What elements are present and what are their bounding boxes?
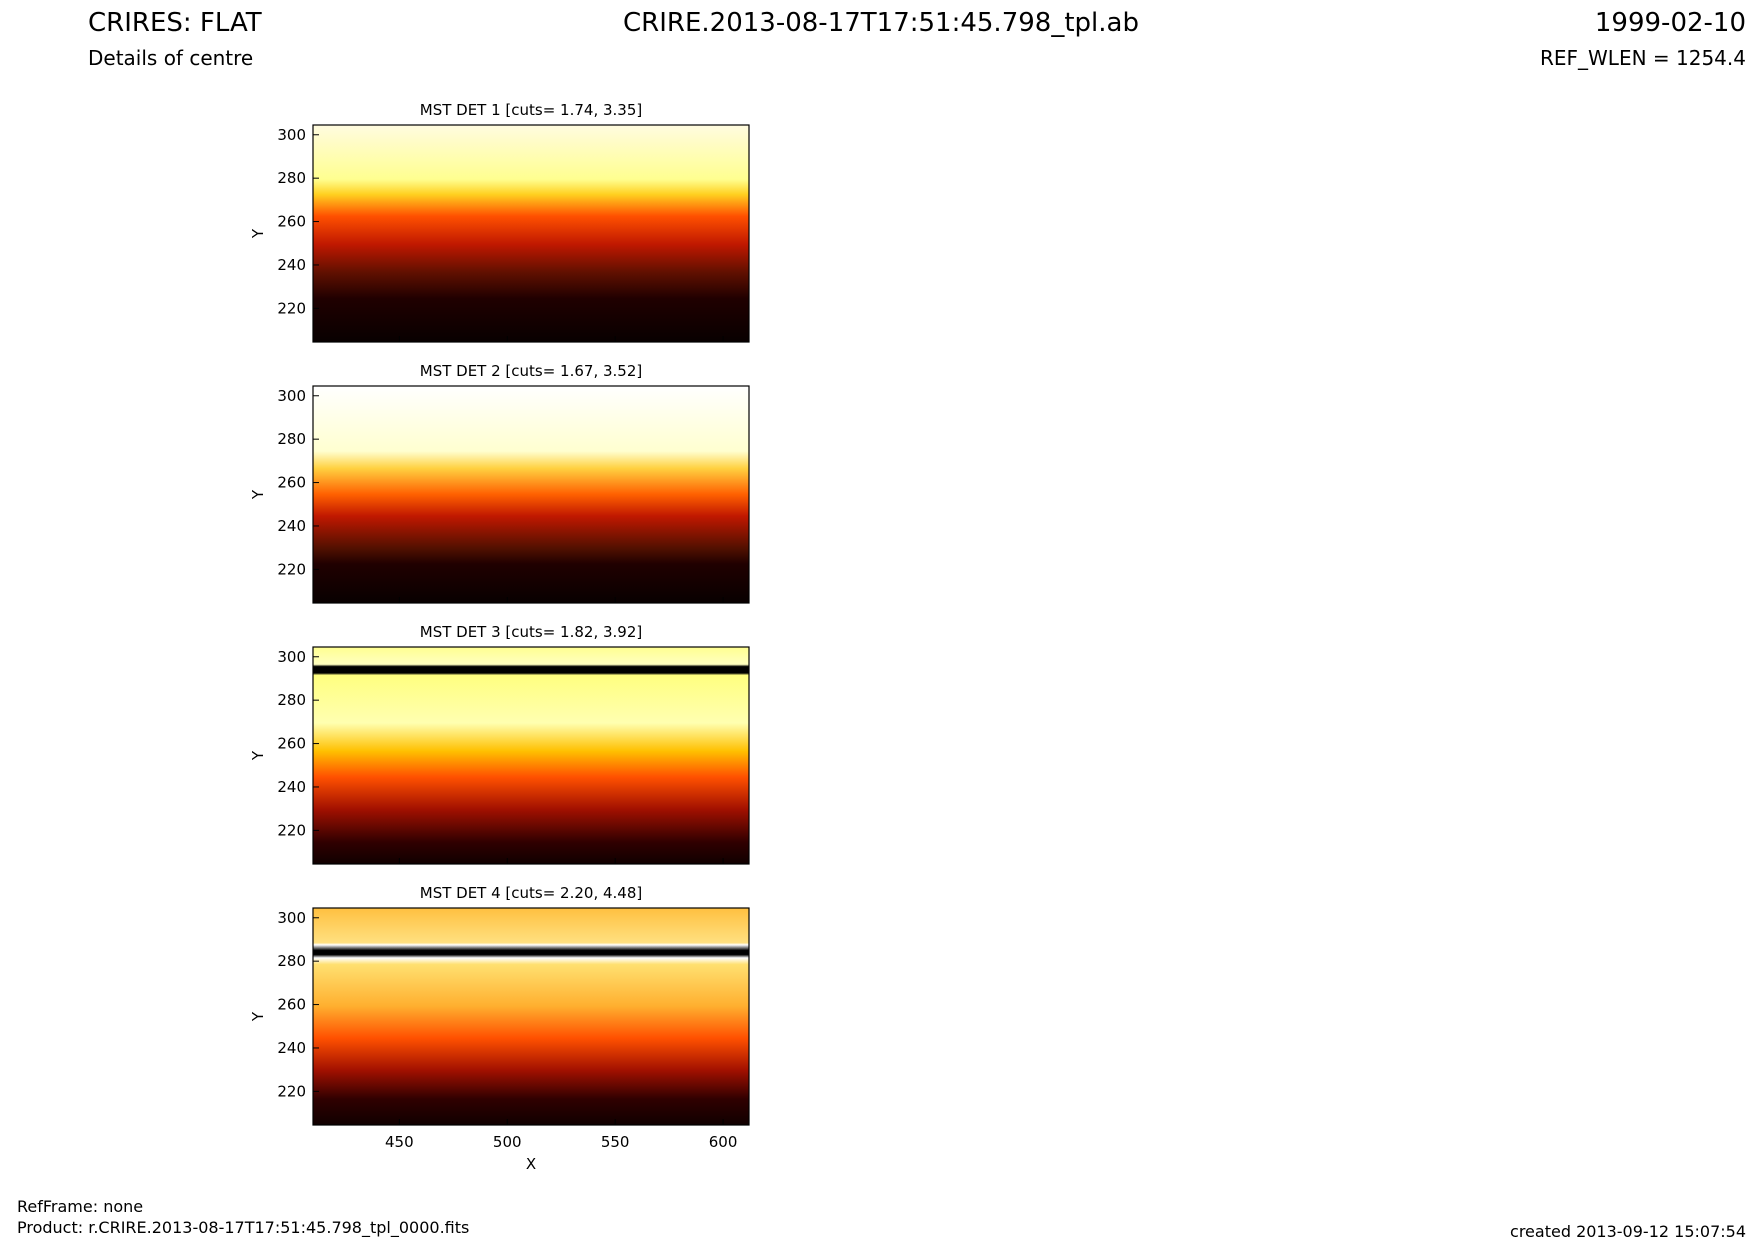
y-tick-label: 220 <box>277 299 306 317</box>
image-heatmap <box>313 386 749 603</box>
image-heatmap <box>313 647 749 864</box>
y-tick-label: 280 <box>277 169 306 187</box>
y-axis-label: Y <box>249 228 267 239</box>
y-axis-label: Y <box>249 750 267 761</box>
y-tick-label: 300 <box>277 126 306 144</box>
y-tick-label: 220 <box>277 1082 306 1100</box>
y-tick-label: 240 <box>277 1039 306 1057</box>
y-tick-label: 260 <box>277 735 306 753</box>
y-tick-label: 280 <box>277 952 306 970</box>
file-name: CRIRE.2013-08-17T17:51:45.798_tpl.ab <box>623 8 1139 38</box>
ref-frame: RefFrame: none <box>17 1197 143 1216</box>
y-tick-label: 220 <box>277 560 306 578</box>
y-tick-label: 240 <box>277 778 306 796</box>
y-axis-label: Y <box>249 1011 267 1022</box>
y-tick-label: 300 <box>277 387 306 405</box>
x-tick-label: 600 <box>709 1133 738 1151</box>
ref-wlen: REF_WLEN = 1254.4 <box>1540 46 1746 70</box>
panel-title: MST DET 1 [cuts= 1.74, 3.35] <box>420 101 643 119</box>
y-tick-label: 260 <box>277 474 306 492</box>
y-tick-label: 260 <box>277 996 306 1014</box>
date: 1999-02-10 <box>1595 8 1746 38</box>
plot-frame <box>312 646 750 865</box>
product: Product: r.CRIRE.2013-08-17T17:51:45.798… <box>17 1218 469 1238</box>
y-tick-label: 240 <box>277 517 306 535</box>
panel-title: MST DET 4 [cuts= 2.20, 4.48] <box>420 884 643 902</box>
image-heatmap <box>313 908 749 1125</box>
y-tick-label: 260 <box>277 213 306 231</box>
created: created 2013-09-12 15:07:54 <box>1510 1222 1746 1241</box>
x-tick-label: 500 <box>493 1133 522 1151</box>
x-tick-label: 450 <box>385 1133 414 1151</box>
image-heatmap <box>313 125 749 342</box>
y-tick-label: 220 <box>277 821 306 839</box>
page-title: CRIRES: FLAT <box>88 8 262 38</box>
plot-frame <box>312 907 750 1126</box>
y-tick-label: 280 <box>277 430 306 448</box>
y-tick-label: 300 <box>277 909 306 927</box>
y-axis-label: Y <box>249 489 267 500</box>
panel-title: MST DET 2 [cuts= 1.67, 3.52] <box>420 362 643 380</box>
y-tick-label: 240 <box>277 256 306 274</box>
plot-frame <box>312 385 750 604</box>
y-tick-label: 300 <box>277 648 306 666</box>
page-subtitle: Details of centre <box>88 46 253 70</box>
panel-title: MST DET 3 [cuts= 1.82, 3.92] <box>420 623 643 641</box>
x-tick-label: 550 <box>601 1133 630 1151</box>
plot-frame <box>312 124 750 343</box>
x-axis-label: X <box>526 1155 536 1173</box>
y-tick-label: 280 <box>277 691 306 709</box>
